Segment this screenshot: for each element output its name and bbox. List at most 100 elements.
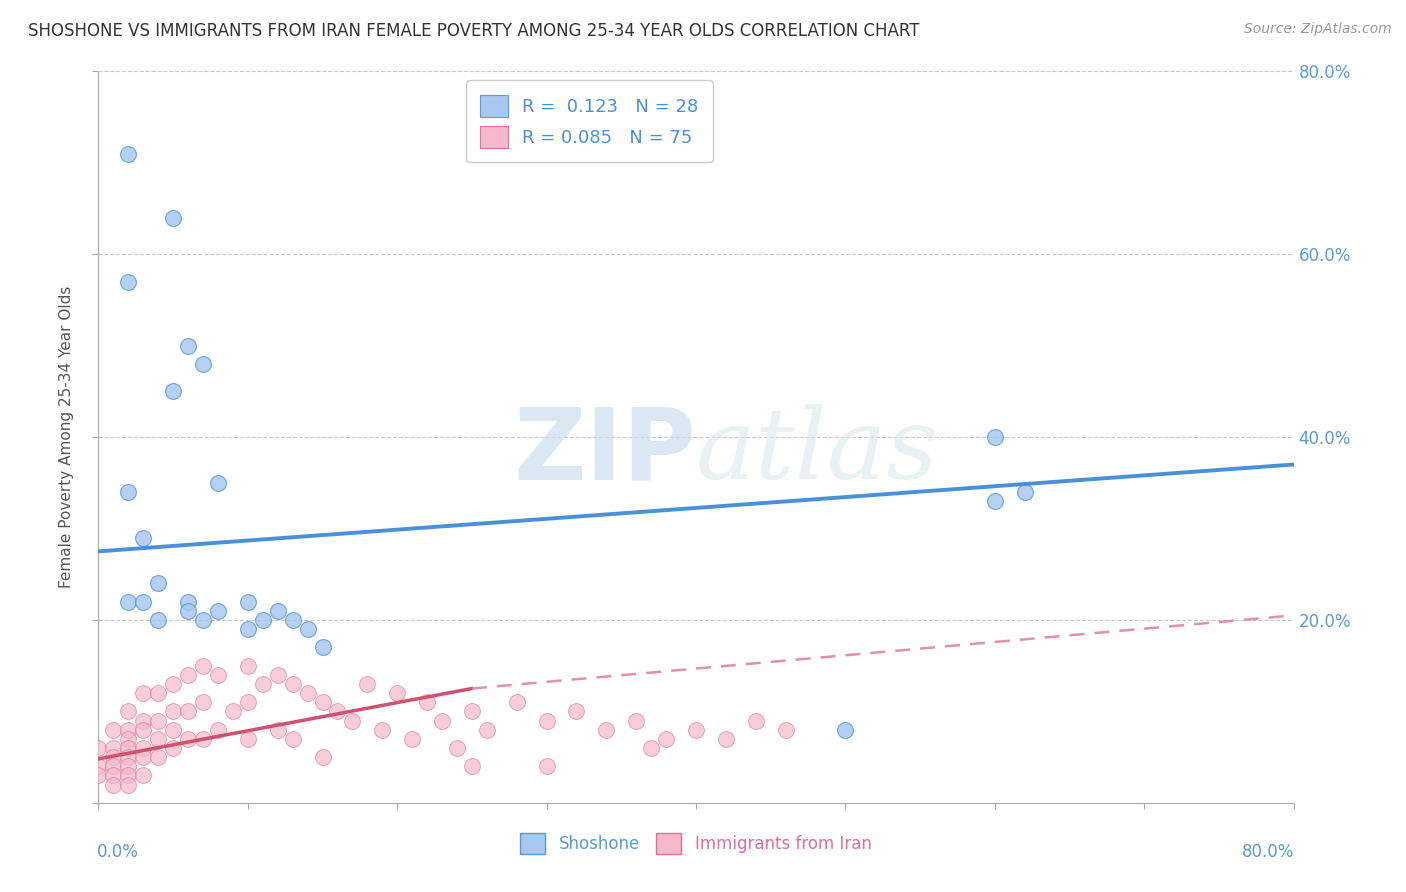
Point: [745, 714, 768, 728]
Point: [162, 705, 184, 719]
Point: [117, 485, 139, 500]
Point: [177, 667, 200, 681]
Point: [177, 594, 200, 608]
Point: [117, 759, 139, 773]
Point: [148, 686, 170, 700]
Point: [162, 723, 184, 737]
Point: [191, 658, 214, 673]
Point: [191, 731, 214, 746]
Point: [103, 759, 125, 773]
Point: [281, 731, 304, 746]
Point: [475, 723, 498, 737]
Point: [281, 613, 304, 627]
Point: [87, 740, 110, 755]
Point: [162, 677, 184, 691]
Point: [87, 768, 110, 782]
Point: [132, 531, 155, 545]
Point: [311, 695, 333, 709]
Point: [252, 677, 274, 691]
Point: [117, 768, 139, 782]
Point: [356, 677, 378, 691]
Text: Source: ZipAtlas.com: Source: ZipAtlas.com: [1244, 22, 1392, 37]
Point: [236, 731, 259, 746]
Point: [595, 723, 617, 737]
Point: [148, 613, 170, 627]
Point: [626, 714, 648, 728]
Point: [536, 759, 558, 773]
Point: [177, 604, 200, 618]
Point: [416, 695, 439, 709]
Point: [117, 778, 139, 792]
Point: [148, 750, 170, 764]
Point: [326, 705, 349, 719]
Point: [446, 740, 468, 755]
Text: atlas: atlas: [696, 404, 939, 500]
Point: [132, 714, 155, 728]
Point: [162, 740, 184, 755]
Point: [1014, 485, 1036, 500]
Point: [191, 357, 214, 371]
Point: [506, 695, 529, 709]
Point: [236, 695, 259, 709]
Point: [401, 731, 423, 746]
Point: [117, 723, 139, 737]
Point: [281, 677, 304, 691]
Point: [117, 740, 139, 755]
Point: [461, 759, 484, 773]
Point: [267, 723, 290, 737]
Point: [117, 705, 139, 719]
Point: [207, 667, 229, 681]
Point: [132, 686, 155, 700]
Point: [103, 768, 125, 782]
Point: [236, 658, 259, 673]
Point: [297, 622, 319, 636]
Point: [685, 723, 707, 737]
Point: [191, 695, 214, 709]
Point: [177, 705, 200, 719]
Point: [207, 723, 229, 737]
Point: [148, 576, 170, 591]
Point: [984, 494, 1007, 508]
Point: [236, 622, 259, 636]
Point: [191, 613, 214, 627]
Point: [132, 750, 155, 764]
Point: [655, 731, 678, 746]
Point: [640, 740, 662, 755]
Point: [132, 723, 155, 737]
Point: [148, 714, 170, 728]
Point: [117, 146, 139, 161]
Point: [117, 275, 139, 289]
Point: [117, 594, 139, 608]
Y-axis label: Female Poverty Among 25-34 Year Olds: Female Poverty Among 25-34 Year Olds: [59, 286, 75, 588]
Point: [385, 686, 409, 700]
Point: [177, 731, 200, 746]
Point: [430, 714, 453, 728]
Point: [267, 604, 290, 618]
Text: 80.0%: 80.0%: [1243, 843, 1295, 861]
Point: [536, 714, 558, 728]
Text: ZIP: ZIP: [513, 403, 696, 500]
Point: [342, 714, 364, 728]
Point: [103, 750, 125, 764]
Point: [565, 705, 588, 719]
Point: [461, 705, 484, 719]
Point: [148, 731, 170, 746]
Point: [132, 740, 155, 755]
Legend: Shoshone, Immigrants from Iran: Shoshone, Immigrants from Iran: [513, 827, 879, 860]
Point: [252, 613, 274, 627]
Point: [207, 604, 229, 618]
Point: [371, 723, 394, 737]
Point: [714, 731, 737, 746]
Point: [162, 211, 184, 225]
Point: [132, 594, 155, 608]
Point: [267, 667, 290, 681]
Point: [103, 723, 125, 737]
Point: [132, 768, 155, 782]
Point: [222, 705, 245, 719]
Point: [103, 740, 125, 755]
Point: [775, 723, 797, 737]
Point: [311, 640, 333, 655]
Point: [834, 723, 856, 737]
Point: [297, 686, 319, 700]
Point: [984, 430, 1007, 444]
